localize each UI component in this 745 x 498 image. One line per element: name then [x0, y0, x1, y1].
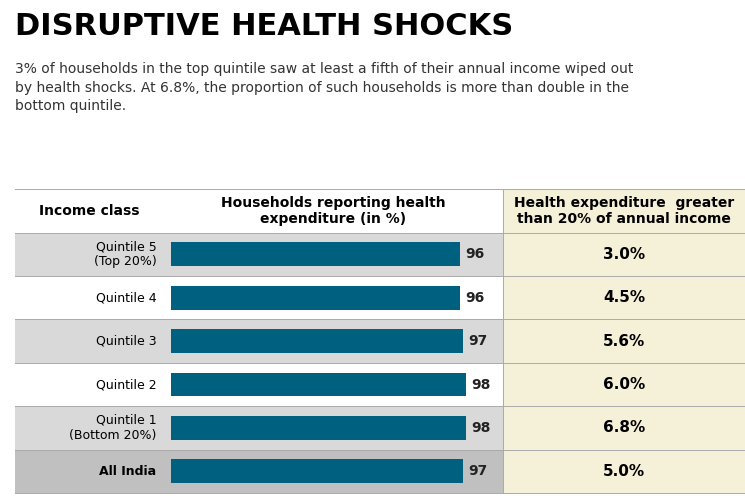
Text: 6.8%: 6.8% [603, 420, 645, 435]
Bar [503, 189, 745, 233]
Bar [503, 406, 745, 450]
Bar [164, 233, 503, 276]
Text: DISRUPTIVE HEALTH SHOCKS: DISRUPTIVE HEALTH SHOCKS [15, 12, 513, 41]
Bar [15, 319, 164, 363]
Text: Quintile 3: Quintile 3 [96, 335, 156, 348]
Text: 4.5%: 4.5% [603, 290, 645, 305]
Text: 98: 98 [471, 377, 490, 391]
Text: 96: 96 [465, 248, 484, 261]
Text: Quintile 4: Quintile 4 [96, 291, 156, 304]
Bar [164, 319, 503, 363]
Bar [15, 406, 164, 450]
Bar [15, 450, 164, 493]
Bar [503, 319, 745, 363]
Bar [503, 276, 745, 319]
Bar [171, 243, 460, 266]
Bar [15, 363, 164, 406]
Text: 5.0%: 5.0% [603, 464, 645, 479]
Text: Quintile 5
(Top 20%): Quintile 5 (Top 20%) [94, 241, 156, 268]
Bar [164, 450, 503, 493]
Bar [171, 459, 463, 483]
Text: 3.0%: 3.0% [603, 247, 645, 262]
Bar [171, 416, 466, 440]
Bar [164, 406, 503, 450]
Bar [171, 286, 460, 310]
Bar [503, 363, 745, 406]
Bar [503, 450, 745, 493]
Bar [171, 329, 463, 353]
Text: Income class: Income class [39, 204, 139, 218]
Text: 97: 97 [468, 464, 487, 478]
Text: 3% of households in the top quintile saw at least a fifth of their annual income: 3% of households in the top quintile saw… [15, 62, 633, 113]
Bar [15, 233, 164, 276]
Text: Quintile 1
(Bottom 20%): Quintile 1 (Bottom 20%) [69, 414, 156, 442]
Text: 6.0%: 6.0% [603, 377, 645, 392]
Bar [164, 363, 503, 406]
Text: All India: All India [99, 465, 156, 478]
Text: 97: 97 [468, 334, 487, 348]
Text: 96: 96 [465, 291, 484, 305]
Text: Health expenditure  greater
than 20% of annual income: Health expenditure greater than 20% of a… [514, 196, 734, 226]
Bar [164, 276, 503, 319]
Text: 98: 98 [471, 421, 490, 435]
Bar [15, 276, 164, 319]
Bar [503, 233, 745, 276]
Text: Quintile 2: Quintile 2 [96, 378, 156, 391]
Text: 5.6%: 5.6% [603, 334, 645, 349]
Text: Households reporting health
expenditure (in %): Households reporting health expenditure … [221, 196, 446, 226]
Bar [171, 373, 466, 396]
